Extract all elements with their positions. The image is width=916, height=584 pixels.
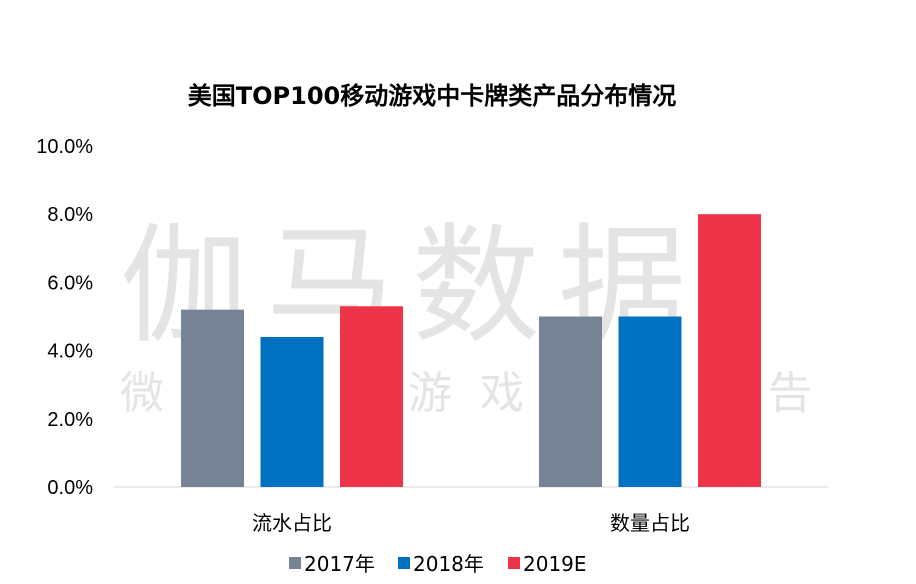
bar-3-1: [340, 306, 403, 487]
chart-title: 美国TOP100移动游戏中卡牌类产品分布情况: [188, 82, 676, 110]
x-category-label: 流水占比: [252, 511, 332, 535]
bar-2-2: [618, 316, 682, 487]
legend-swatch: [508, 557, 520, 569]
legend-label: 2019E: [523, 552, 587, 576]
y-tick-label: 2.0%: [47, 409, 93, 431]
y-tick-label: 4.0%: [47, 341, 93, 363]
y-tick-label: 0.0%: [47, 477, 93, 499]
y-tick-label: 10.0%: [36, 136, 93, 158]
bar-2-1: [260, 336, 324, 487]
legend-swatch: [398, 557, 410, 569]
y-tick-label: 6.0%: [47, 272, 93, 294]
legend-label: 2018年: [413, 552, 484, 576]
bar-1-2: [539, 316, 602, 487]
bar-1-1: [181, 309, 244, 487]
bar-3-2: [698, 214, 761, 487]
y-tick-label: 8.0%: [47, 204, 93, 226]
legend-swatch: [289, 557, 301, 569]
x-category-label: 数量占比: [610, 511, 690, 535]
legend-label: 2017年: [304, 552, 375, 576]
